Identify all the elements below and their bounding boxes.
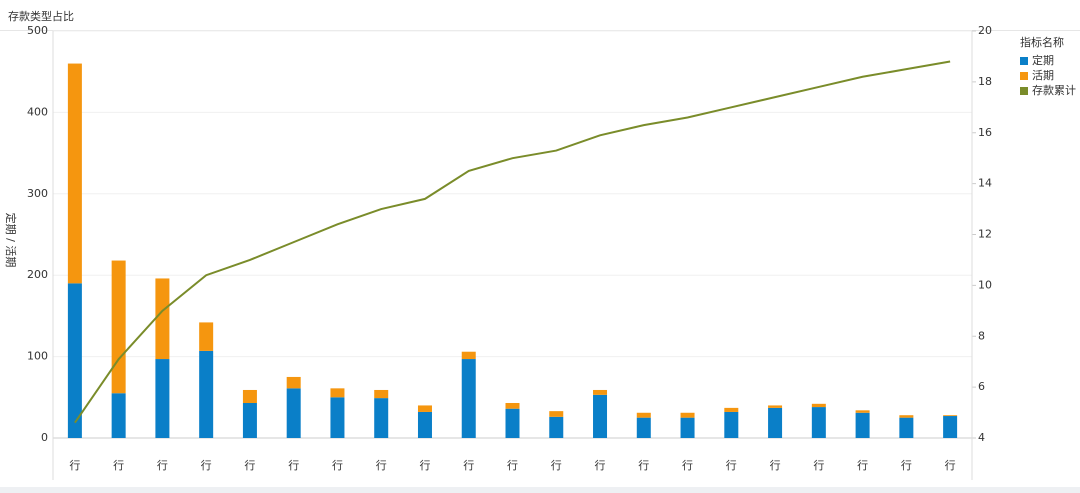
- line: [74, 60, 951, 424]
- x-tick-label: 行: [726, 459, 737, 472]
- y2-tick-label: 18: [978, 75, 992, 88]
- panel-title: 存款类型占比: [8, 10, 74, 23]
- bar: [111, 393, 126, 438]
- y-tick-label: 200: [27, 268, 48, 281]
- bar: [286, 388, 301, 438]
- bar: [636, 412, 651, 418]
- x-tick-label: 行: [770, 459, 781, 472]
- y2-tick-label: 8: [978, 329, 985, 342]
- bar: [811, 403, 826, 408]
- x-tick-label: 行: [638, 459, 649, 472]
- y-tick-label: 300: [27, 187, 48, 200]
- bar: [330, 397, 345, 438]
- scrollbar: [0, 487, 1080, 493]
- x-tick-label: 行: [113, 459, 124, 472]
- legend-swatch: [1020, 57, 1028, 65]
- x-tick-label: 行: [945, 459, 956, 472]
- x-tick-label: 行: [332, 459, 343, 472]
- x-tick-label: 行: [682, 459, 693, 472]
- legend-swatch: [1020, 87, 1028, 95]
- bar: [855, 410, 870, 413]
- bar: [67, 283, 82, 438]
- bar: [505, 408, 520, 438]
- bar: [724, 411, 739, 438]
- bar: [943, 415, 958, 417]
- bar: [417, 405, 432, 412]
- x-tick-label: 行: [463, 459, 474, 472]
- bar: [155, 359, 170, 438]
- bar: [636, 417, 651, 438]
- y2-tick-label: 14: [978, 177, 992, 190]
- bar: [549, 416, 564, 438]
- x-tick-label: 行: [69, 459, 80, 472]
- y-tick-label: 0: [41, 431, 48, 444]
- y-tick-label: 400: [27, 105, 48, 118]
- bar: [374, 398, 389, 438]
- legend-title: 指标名称: [1020, 35, 1064, 49]
- bar: [593, 394, 608, 438]
- bar: [374, 389, 389, 399]
- bar: [899, 415, 914, 418]
- bar: [330, 388, 345, 398]
- bar: [768, 407, 783, 438]
- x-tick-label: 行: [376, 459, 387, 472]
- bar: [505, 402, 520, 409]
- y-axis-title: 定期 / 活期: [4, 213, 18, 268]
- y2-tick-label: 4: [978, 431, 985, 444]
- x-tick-label: 行: [419, 459, 430, 472]
- bar: [899, 417, 914, 438]
- bar: [199, 322, 214, 351]
- bar: [593, 389, 608, 395]
- bar: [242, 389, 257, 403]
- bar: [67, 63, 82, 284]
- x-tick-label: 行: [595, 459, 606, 472]
- legend-label: 存款累计: [1032, 83, 1076, 97]
- x-tick-label: 行: [857, 459, 868, 472]
- x-tick-label: 行: [813, 459, 824, 472]
- x-tick-label: 行: [901, 459, 912, 472]
- bar: [724, 407, 739, 412]
- bar: [549, 411, 564, 417]
- x-tick-label: 行: [244, 459, 255, 472]
- y2-tick-label: 10: [978, 278, 992, 291]
- legend-swatch: [1020, 72, 1028, 80]
- bar: [855, 412, 870, 438]
- y-tick-label: 500: [27, 24, 48, 37]
- bar: [680, 417, 695, 438]
- bar: [461, 351, 476, 360]
- bar: [680, 412, 695, 418]
- y2-tick-label: 20: [978, 24, 992, 37]
- y2-tick-label: 6: [978, 380, 985, 393]
- bar: [155, 278, 170, 360]
- bar: [768, 405, 783, 408]
- bar: [242, 402, 257, 438]
- bar: [943, 416, 958, 438]
- y2-tick-label: 12: [978, 228, 992, 241]
- bar: [811, 407, 826, 438]
- y-tick-label: 100: [27, 350, 48, 363]
- x-tick-label: 行: [201, 459, 212, 472]
- legend-label: 活期: [1032, 69, 1054, 82]
- x-tick-label: 行: [157, 459, 168, 472]
- x-tick-label: 行: [551, 459, 562, 472]
- x-tick-label: 行: [288, 459, 299, 472]
- bar: [199, 350, 214, 438]
- y2-tick-label: 16: [978, 126, 992, 139]
- bar: [417, 411, 432, 438]
- bar: [461, 359, 476, 438]
- legend-label: 定期: [1032, 53, 1054, 67]
- bar: [286, 376, 301, 389]
- bar: [111, 260, 126, 394]
- x-tick-label: 行: [507, 459, 518, 472]
